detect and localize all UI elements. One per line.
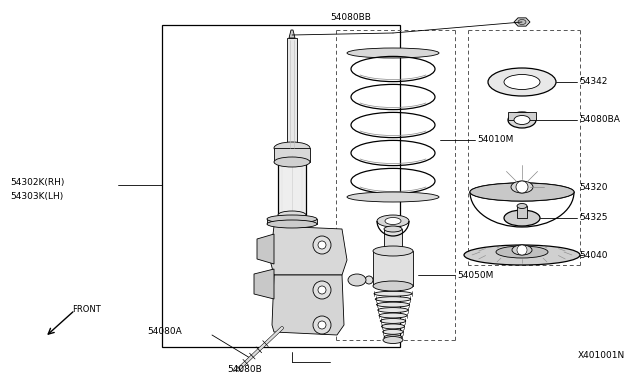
Polygon shape (514, 18, 530, 26)
Ellipse shape (377, 215, 409, 227)
Ellipse shape (347, 192, 439, 202)
Text: 54080BA: 54080BA (579, 115, 620, 125)
Bar (267, 219, 317, 224)
Circle shape (313, 316, 331, 334)
Bar (517, 206, 527, 218)
Ellipse shape (374, 291, 412, 296)
Ellipse shape (464, 245, 580, 265)
Ellipse shape (379, 313, 407, 318)
Ellipse shape (347, 48, 439, 58)
Ellipse shape (488, 68, 556, 96)
Ellipse shape (278, 211, 306, 219)
Ellipse shape (267, 215, 317, 223)
Ellipse shape (512, 245, 532, 255)
Ellipse shape (470, 183, 574, 201)
Ellipse shape (496, 246, 548, 258)
Text: 54302K(RH): 54302K(RH) (10, 179, 65, 187)
Ellipse shape (514, 115, 530, 125)
Ellipse shape (373, 281, 413, 291)
Ellipse shape (518, 19, 526, 25)
Ellipse shape (384, 335, 402, 340)
Text: 54010M: 54010M (477, 135, 513, 144)
Ellipse shape (504, 74, 540, 90)
Ellipse shape (274, 157, 310, 167)
Text: 54080B: 54080B (228, 365, 262, 372)
Text: 54080BB: 54080BB (330, 13, 371, 22)
Ellipse shape (511, 181, 533, 193)
Text: 54325: 54325 (579, 214, 607, 222)
Bar (278, 155, 306, 215)
Ellipse shape (384, 248, 402, 254)
Bar (384, 229, 402, 251)
Ellipse shape (384, 226, 402, 232)
Ellipse shape (378, 308, 408, 312)
Polygon shape (289, 30, 295, 38)
Text: 54050M: 54050M (457, 270, 493, 279)
Circle shape (516, 181, 528, 193)
Polygon shape (254, 269, 274, 299)
Text: 54320: 54320 (579, 183, 607, 192)
Ellipse shape (508, 112, 536, 128)
Ellipse shape (470, 183, 574, 201)
Circle shape (313, 281, 331, 299)
Bar (373, 251, 413, 286)
Circle shape (313, 236, 331, 254)
Ellipse shape (383, 329, 403, 334)
Circle shape (318, 321, 326, 329)
Ellipse shape (517, 203, 527, 208)
Circle shape (318, 286, 326, 294)
Polygon shape (272, 275, 344, 335)
Ellipse shape (376, 302, 410, 307)
Text: 54080A: 54080A (147, 327, 182, 337)
Bar (508, 112, 536, 120)
Polygon shape (270, 226, 347, 275)
Ellipse shape (504, 210, 540, 226)
Text: 54040: 54040 (579, 250, 607, 260)
Ellipse shape (274, 142, 310, 154)
Polygon shape (257, 234, 274, 264)
Bar (162, 25, 400, 347)
Bar (279, 224, 305, 320)
Ellipse shape (373, 246, 413, 256)
Ellipse shape (375, 297, 411, 302)
Text: 54303K(LH): 54303K(LH) (10, 192, 63, 201)
Bar (287, 38, 297, 148)
Ellipse shape (348, 274, 366, 286)
Text: X401001N: X401001N (578, 350, 625, 359)
Text: FRONT: FRONT (72, 305, 100, 314)
Ellipse shape (383, 337, 403, 343)
Circle shape (318, 241, 326, 249)
Ellipse shape (385, 218, 401, 224)
Ellipse shape (380, 318, 406, 323)
Ellipse shape (381, 324, 404, 329)
Circle shape (517, 245, 527, 255)
Bar (274, 148, 310, 162)
Ellipse shape (365, 276, 373, 284)
Ellipse shape (267, 220, 317, 228)
Text: 54342: 54342 (579, 77, 607, 87)
